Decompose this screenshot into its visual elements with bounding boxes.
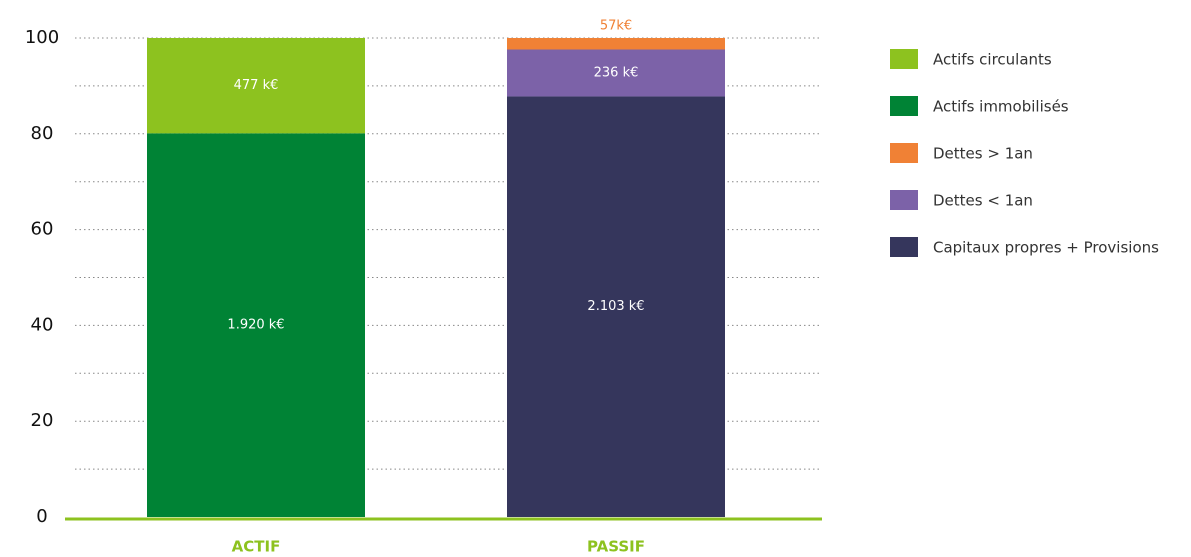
legend-label: Actifs circulants <box>933 51 1052 69</box>
y-tick-label: 0 <box>36 506 47 527</box>
value-label: 1.920 k€ <box>227 318 284 333</box>
y-tick-label: 80 <box>31 123 54 144</box>
y-tick-label: 40 <box>31 314 54 335</box>
legend-swatch <box>890 190 918 210</box>
legend-label: Dettes < 1an <box>933 192 1033 210</box>
value-label: 57k€ <box>600 19 632 34</box>
x-tick-label: ACTIF <box>232 538 281 556</box>
y-tick-label: 20 <box>31 410 54 431</box>
legend-swatch <box>890 49 918 69</box>
legend-label: Dettes > 1an <box>933 145 1033 163</box>
bar-segment <box>147 38 365 134</box>
legend-swatch <box>890 237 918 257</box>
value-label: 236 k€ <box>594 65 639 80</box>
value-label: 477 k€ <box>234 78 279 93</box>
bar-segment <box>507 49 725 97</box>
legend-swatch <box>890 96 918 116</box>
y-tick-label: 100 <box>25 27 59 48</box>
legend-swatch <box>890 143 918 163</box>
bar-segment <box>507 38 725 50</box>
bar-segment <box>147 133 365 518</box>
bar-segment <box>507 96 725 518</box>
legend-label: Capitaux propres + Provisions <box>933 239 1159 257</box>
value-label: 2.103 k€ <box>587 299 644 314</box>
y-tick-label: 60 <box>31 219 54 240</box>
x-tick-label: PASSIF <box>587 538 645 556</box>
legend-label: Actifs immobilisés <box>933 98 1069 116</box>
